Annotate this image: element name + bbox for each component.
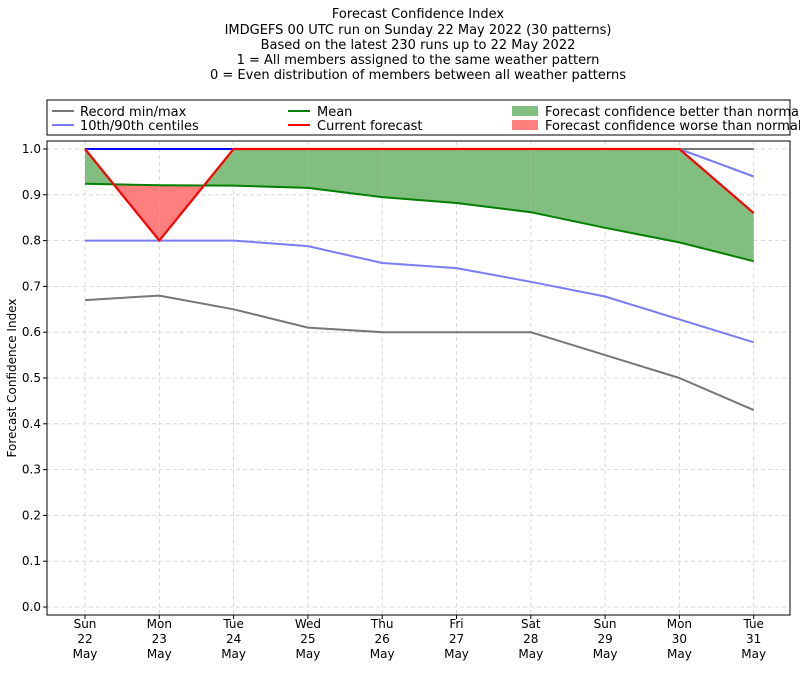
chart-title: Forecast Confidence Index IMDGEFS 00 UTC… <box>210 7 626 83</box>
y-tick-label: 0.5 <box>22 371 41 385</box>
x-tick-label: May <box>295 647 320 661</box>
x-tick-label: Wed <box>295 617 321 631</box>
x-tick-label: 22 <box>77 632 92 646</box>
x-tick-label: Sun <box>594 617 617 631</box>
legend-label-centiles: 10th/90th centiles <box>80 119 199 134</box>
legend-label-better: Forecast confidence better than normal <box>545 105 800 120</box>
y-tick-label: 0.3 <box>22 463 41 477</box>
legend: Record min/max 10th/90th centiles Mean C… <box>46 99 800 136</box>
x-tick-label: Sat <box>521 617 541 631</box>
x-tick-label: May <box>593 647 618 661</box>
x-tick-label: 28 <box>523 632 538 646</box>
legend-label-mean: Mean <box>317 105 352 120</box>
x-tick-label: 29 <box>597 632 612 646</box>
x-tick-label: Fri <box>449 617 463 631</box>
y-tick-label: 0.8 <box>22 234 41 248</box>
y-tick-label: 0.1 <box>22 554 41 568</box>
title-line-2: IMDGEFS 00 UTC run on Sunday 22 May 2022… <box>225 23 612 38</box>
x-tick-label: 24 <box>226 632 241 646</box>
title-line-5: 0 = Even distribution of members between… <box>210 68 626 83</box>
better-than-normal-area <box>382 149 457 203</box>
x-tick-label: May <box>221 647 246 661</box>
mean-line <box>84 182 754 263</box>
y-tick-label: 0.7 <box>22 279 41 293</box>
better-than-normal-area <box>530 149 606 228</box>
y-tick-label: 0.0 <box>22 600 41 614</box>
legend-label-record: Record min/max <box>80 105 187 120</box>
x-tick-label: Tue <box>742 617 764 631</box>
x-tick-label: Mon <box>147 617 172 631</box>
x-tick-label: 30 <box>672 632 687 646</box>
x-tick-label: May <box>73 647 98 661</box>
y-tick-label: 0.6 <box>22 325 41 339</box>
x-tick-label: May <box>518 647 543 661</box>
x-tick-label: 26 <box>375 632 390 646</box>
y-tick-label: 1.0 <box>22 142 41 156</box>
better-than-normal-area <box>233 149 308 188</box>
x-tick-label: 27 <box>449 632 464 646</box>
title-line-3: Based on the latest 230 runs up to 22 Ma… <box>261 38 576 53</box>
x-tick-label: Sun <box>74 617 97 631</box>
title-line-4: 1 = All members assigned to the same wea… <box>237 53 600 68</box>
record-min-line <box>84 294 755 412</box>
x-tick-label: 25 <box>300 632 315 646</box>
centile-10-line <box>85 239 754 344</box>
better-than-normal-area <box>605 149 680 243</box>
title-line-1: Forecast Confidence Index <box>332 7 504 22</box>
y-tick-label: 0.9 <box>22 188 41 202</box>
legend-label-current: Current forecast <box>317 119 423 134</box>
y-tick-label: 0.2 <box>22 508 41 522</box>
y-tick-label: 0.4 <box>22 417 41 431</box>
legend-swatch-worse <box>512 120 538 130</box>
x-axis-ticks: Sun22MayMon23MayTue24MayWed25MayThu26May… <box>73 615 766 661</box>
better-than-normal-area <box>456 149 531 213</box>
legend-box <box>46 99 791 136</box>
x-tick-label: May <box>444 647 469 661</box>
x-tick-label: May <box>667 647 692 661</box>
x-tick-label: 31 <box>746 632 761 646</box>
x-tick-label: May <box>741 647 766 661</box>
confidence-fills <box>85 149 754 262</box>
y-axis-label: Forecast Confidence Index <box>5 299 19 458</box>
series-lines <box>84 147 755 412</box>
x-tick-label: May <box>147 647 172 661</box>
y-axis-ticks: 0.0 0.1 0.2 0.3 0.4 0.5 0.6 0.7 0.8 0.9 1.0 <box>22 142 47 614</box>
x-tick-label: Thu <box>370 617 394 631</box>
x-tick-label: Tue <box>222 617 244 631</box>
legend-swatch-better <box>512 106 538 116</box>
x-tick-label: 23 <box>152 632 167 646</box>
x-tick-label: Mon <box>667 617 692 631</box>
better-than-normal-area <box>679 149 754 262</box>
x-tick-label: May <box>370 647 395 661</box>
legend-label-worse: Forecast confidence worse than normal <box>545 119 800 134</box>
better-than-normal-area <box>307 149 383 198</box>
current-forecast-line <box>84 147 755 242</box>
